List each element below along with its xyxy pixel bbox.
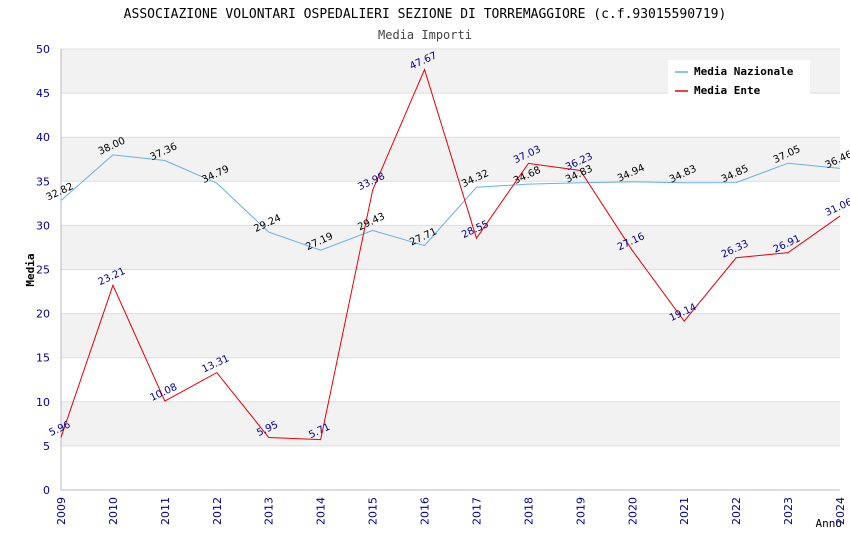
- y-tick-label: 50: [36, 43, 50, 56]
- plot-band: [61, 445, 840, 490]
- y-tick-label: 45: [36, 87, 50, 100]
- x-tick-label: 2019: [574, 497, 587, 525]
- x-tick-label: 2022: [730, 497, 743, 525]
- x-tick-label: 2023: [782, 497, 795, 525]
- plot-band: [61, 225, 840, 270]
- x-tick-label: 2018: [522, 497, 535, 525]
- y-tick-label: 40: [36, 131, 50, 144]
- plot-band: [61, 269, 840, 314]
- x-tick-label: 2020: [626, 497, 639, 525]
- y-tick-label: 0: [43, 484, 50, 497]
- plot-band: [61, 93, 840, 138]
- legend-label-media-nazionale: Media Nazionale: [694, 65, 794, 78]
- x-tick-label: 2009: [55, 497, 68, 525]
- y-tick-labels: 0 5 10 15 20 25 30 35 40 45 50: [36, 43, 50, 497]
- series-media-nazionale: [60, 154, 841, 251]
- x-tick-label: 2014: [315, 497, 328, 525]
- y-tick-label: 10: [36, 396, 50, 409]
- x-tick-label: 2024: [834, 497, 847, 525]
- y-tick-label: 30: [36, 219, 50, 232]
- x-tick-label: 2016: [419, 497, 432, 525]
- y-tick-label: 35: [36, 175, 50, 188]
- plot-band: [61, 313, 840, 358]
- x-tick-labels: 2009 2010 2011 2012 2013 2014 2015 2016 2017 2018…: [55, 497, 847, 525]
- legend-label-media-ente: Media Ente: [694, 84, 761, 97]
- plot-band: [61, 357, 840, 402]
- x-axis-title: Anno: [816, 517, 843, 530]
- y-tick-label: 5: [43, 440, 50, 453]
- y-tick-label: 15: [36, 352, 50, 365]
- x-tick-label: 2013: [263, 497, 276, 525]
- x-tick-label: 2015: [367, 497, 380, 525]
- plot-band: [61, 137, 840, 182]
- x-tick-label: 2021: [678, 497, 691, 525]
- y-tick-label: 20: [36, 308, 50, 321]
- series-media-ente: [60, 68, 841, 441]
- x-tick-label: 2011: [159, 497, 172, 525]
- plot-bands: [61, 49, 840, 490]
- y-tick-label: 25: [36, 264, 50, 277]
- plot-band: [61, 401, 840, 446]
- chart-subtitle: Media Importi: [378, 28, 472, 42]
- series-line-media-nazionale: [60, 154, 841, 251]
- x-tick-label: 2010: [107, 497, 120, 525]
- x-tick-label: 2017: [470, 497, 483, 525]
- plot-band: [61, 181, 840, 226]
- x-tick-label: 2012: [211, 497, 224, 525]
- y-axis-title: Media: [24, 253, 37, 286]
- legend: Media Nazionale Media Ente: [668, 60, 810, 98]
- series-line-media-ente: [60, 68, 841, 441]
- chart-title: ASSOCIAZIONE VOLONTARI OSPEDALIERI SEZIO…: [124, 7, 727, 22]
- legend-box: [668, 60, 810, 98]
